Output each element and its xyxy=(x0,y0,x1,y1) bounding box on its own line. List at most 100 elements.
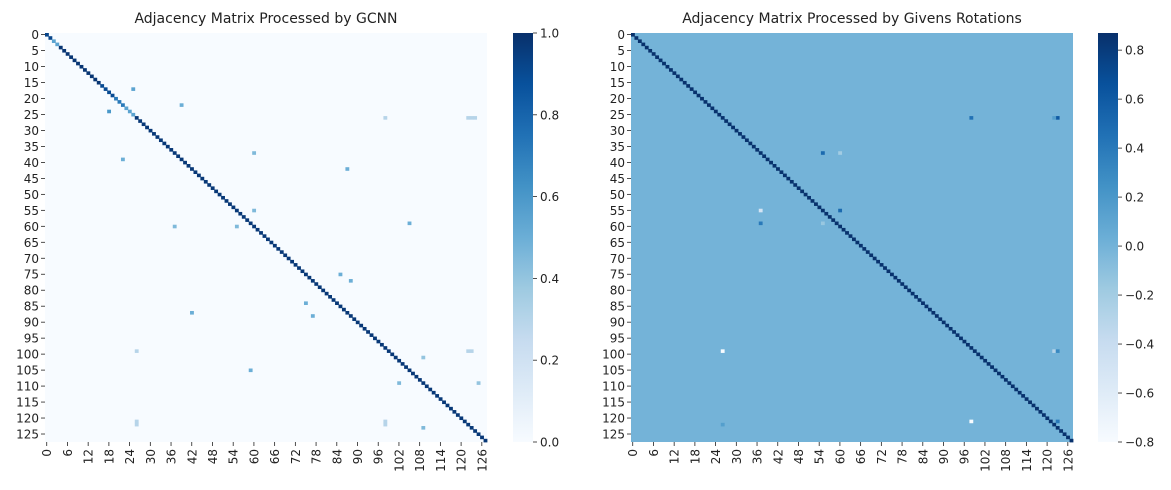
givens-diagonal-cell xyxy=(1017,390,1022,395)
gcnn-x-tick-label: 72 xyxy=(289,449,303,464)
gcnn-diagonal-cell xyxy=(259,231,263,235)
gcnn-cell xyxy=(234,224,239,229)
gcnn-diagonal-cell xyxy=(141,122,146,127)
givens-y-tick-label: 95 xyxy=(610,332,625,346)
gcnn-x-tick-label: 114 xyxy=(434,449,448,472)
gcnn-diagonal-cell xyxy=(228,202,232,206)
givens-diagonal-cell xyxy=(758,151,763,155)
givens-diagonal-cell xyxy=(1041,413,1046,417)
gcnn-diagonal-cell xyxy=(169,148,174,152)
givens-diagonal-cell xyxy=(1048,419,1053,424)
gcnn-diagonal-cell xyxy=(221,195,225,200)
givens-cell xyxy=(820,151,825,155)
givens-diagonal-cell xyxy=(817,205,822,210)
givens-diagonal-cell xyxy=(658,58,663,63)
givens-diagonal-cell xyxy=(741,135,746,139)
gcnn-diagonal-cell xyxy=(445,403,450,408)
givens-y-tick-label: 25 xyxy=(610,108,625,122)
gcnn-diagonal-cell xyxy=(72,58,77,63)
givens-x-tick-label: 0 xyxy=(626,449,640,457)
givens-diagonal-cell xyxy=(896,279,901,283)
givens-diagonal-cell xyxy=(972,349,977,353)
givens-diagonal-cell xyxy=(824,211,829,216)
gcnn-diagonal-cell xyxy=(297,266,301,270)
gcnn-y-tick-label: 120 xyxy=(16,412,39,426)
gcnn-diagonal-cell xyxy=(76,61,80,66)
givens-cell xyxy=(758,221,763,226)
gcnn-diagonal-cell xyxy=(186,164,191,168)
givens-diagonal-cell xyxy=(965,342,970,347)
gcnn-diagonal-cell xyxy=(55,42,60,47)
gcnn-diagonal-cell xyxy=(404,365,408,369)
gcnn-diagonal-cell xyxy=(193,170,198,174)
gcnn-diagonal-cell xyxy=(127,109,132,114)
gcnn-y-tick-label: 90 xyxy=(24,316,39,330)
givens-diagonal-cell xyxy=(993,368,998,373)
givens-y-tick-label: 110 xyxy=(602,380,625,394)
gcnn-cell xyxy=(469,349,474,353)
givens-diagonal-cell xyxy=(814,202,818,206)
gcnn-x-tick-label: 24 xyxy=(123,449,137,464)
gcnn-diagonal-cell xyxy=(65,52,70,56)
givens-x-tick-label: 48 xyxy=(792,449,806,464)
gcnn-diagonal-cell xyxy=(303,272,308,277)
givens-diagonal-cell xyxy=(1059,429,1064,433)
gcnn-y-tick-label: 55 xyxy=(24,204,39,218)
gcnn-diagonal-cell xyxy=(290,259,295,264)
gcnn-diagonal-cell xyxy=(352,317,357,321)
gcnn-diagonal-cell xyxy=(179,157,184,162)
gcnn-x-tick-label: 48 xyxy=(206,449,220,464)
givens-diagonal-cell xyxy=(662,61,666,66)
givens-diagonal-cell xyxy=(634,36,639,40)
givens-diagonal-cell xyxy=(1066,435,1070,440)
gcnn-diagonal-cell xyxy=(217,192,222,197)
givens-diagonal-cell xyxy=(810,199,815,203)
gcnn-cell xyxy=(120,157,125,162)
givens-diagonal-cell xyxy=(931,310,936,315)
gcnn-diagonal-cell xyxy=(190,167,194,171)
gcnn-cell xyxy=(248,368,253,373)
givens-diagonal-cell xyxy=(1045,416,1050,421)
gcnn-y-tick-label: 75 xyxy=(24,268,39,282)
givens-x-tick-label: 36 xyxy=(751,449,765,464)
givens-diagonal-cell xyxy=(713,109,718,114)
gcnn-diagonal-cell xyxy=(369,333,374,337)
givens-diagonal-cell xyxy=(848,234,853,238)
givens-diagonal-cell xyxy=(665,64,670,69)
givens-diagonal-cell xyxy=(748,141,753,146)
gcnn-colorbar xyxy=(513,33,533,442)
givens-y-tick-label: 65 xyxy=(610,236,625,250)
givens-diagonal-cell xyxy=(831,218,836,222)
gcnn-diagonal-cell xyxy=(417,378,422,382)
gcnn-cell xyxy=(310,314,315,318)
givens-diagonal-cell xyxy=(941,320,946,325)
gcnn-cell xyxy=(131,87,136,91)
givens-cell xyxy=(969,116,974,120)
gcnn-y-tick-label: 110 xyxy=(16,380,39,394)
givens-y-tick-label: 0 xyxy=(617,28,625,42)
gcnn-diagonal-cell xyxy=(466,422,471,427)
givens-diagonal-cell xyxy=(1021,394,1026,398)
gcnn-diagonal-cell xyxy=(393,355,398,360)
gcnn-x-tick-label: 6 xyxy=(61,449,75,457)
givens-colorbar-tick-label: 0.4 xyxy=(1125,142,1144,156)
gcnn-x-tick-label: 60 xyxy=(247,449,261,464)
givens-diagonal-cell xyxy=(779,170,784,174)
gcnn-diagonal-cell xyxy=(62,48,67,53)
gcnn-diagonal-cell xyxy=(431,390,436,395)
givens-diagonal-cell xyxy=(876,259,881,264)
givens-diagonal-cell xyxy=(879,263,884,267)
gcnn-diagonal-cell xyxy=(421,381,426,385)
gcnn-diagonal-cell xyxy=(145,125,149,130)
givens-cell xyxy=(969,419,974,424)
givens-cell xyxy=(720,422,725,427)
givens-diagonal-cell xyxy=(1000,374,1005,379)
givens-y-tick-label: 45 xyxy=(610,172,625,186)
gcnn-cell xyxy=(134,422,139,427)
givens-diagonal-cell xyxy=(900,282,905,286)
gcnn-cell xyxy=(134,349,139,353)
gcnn-x-tick-label: 18 xyxy=(102,449,116,464)
givens-diagonal-cell xyxy=(731,125,735,130)
givens-diagonal-cell xyxy=(727,122,732,127)
givens-diagonal-cell xyxy=(1003,378,1008,382)
